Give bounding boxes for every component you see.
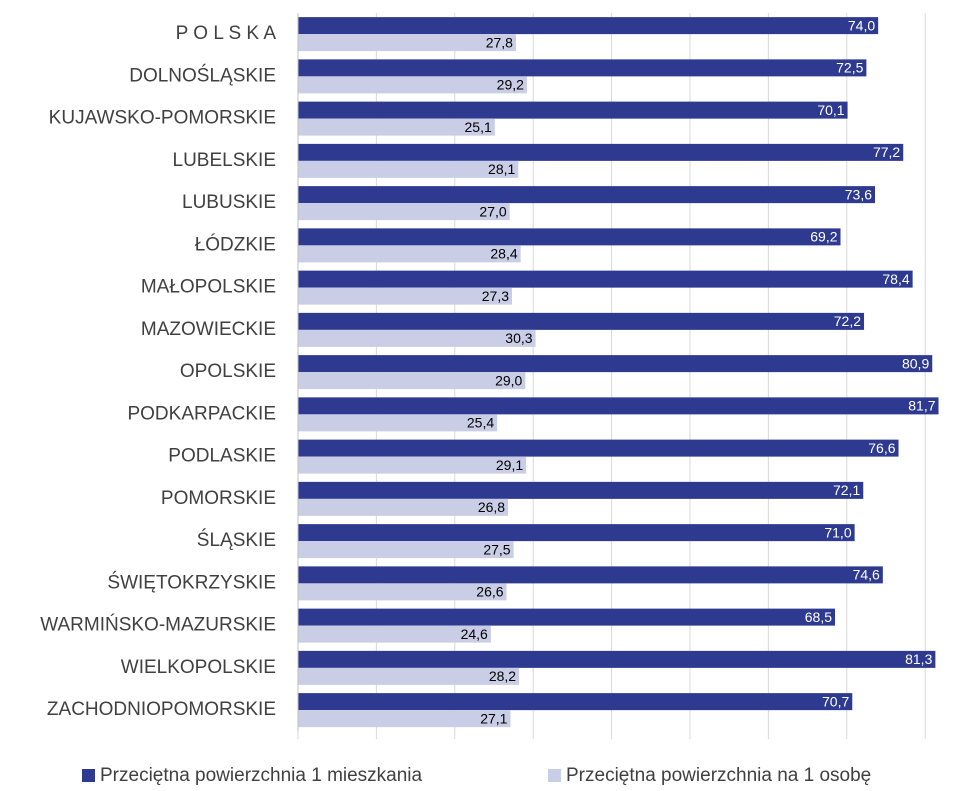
bar bbox=[298, 355, 933, 373]
value-label: 28,1 bbox=[488, 161, 515, 177]
value-label: 70,1 bbox=[817, 102, 844, 118]
value-label: 29,1 bbox=[496, 457, 523, 473]
value-label: 27,8 bbox=[486, 34, 513, 50]
value-label: 27,0 bbox=[479, 203, 506, 219]
value-label: 69,2 bbox=[810, 229, 837, 245]
bar bbox=[298, 118, 495, 136]
value-label: 25,4 bbox=[467, 415, 494, 431]
bar bbox=[298, 372, 526, 390]
bar bbox=[298, 456, 527, 474]
bar bbox=[298, 329, 536, 347]
bar bbox=[298, 143, 904, 161]
bar bbox=[298, 203, 510, 221]
value-label: 78,4 bbox=[882, 271, 909, 287]
bar bbox=[298, 541, 514, 559]
y-tick-label: LUBUSKIE bbox=[182, 192, 276, 213]
bar bbox=[298, 160, 519, 178]
y-tick-label: DOLNOŚLĄSKIE bbox=[129, 64, 276, 86]
legend-swatch bbox=[82, 769, 95, 782]
value-label: 72,5 bbox=[836, 60, 863, 76]
y-tick-label: P O L S K A bbox=[176, 23, 277, 44]
bar bbox=[298, 397, 939, 415]
bar bbox=[298, 566, 883, 584]
value-label: 80,9 bbox=[902, 355, 929, 371]
bar bbox=[298, 439, 899, 457]
value-label: 30,3 bbox=[505, 330, 532, 346]
value-label: 72,1 bbox=[833, 482, 860, 498]
bar bbox=[298, 34, 516, 52]
bar bbox=[298, 76, 527, 94]
bar bbox=[298, 414, 498, 432]
bar bbox=[298, 17, 879, 35]
y-tick-label: PODKARPACKIE bbox=[127, 403, 276, 424]
y-tick-label: PODLASKIE bbox=[168, 446, 276, 467]
bar bbox=[298, 583, 507, 601]
value-label: 28,4 bbox=[490, 246, 517, 262]
value-label: 27,1 bbox=[480, 710, 507, 726]
bar bbox=[298, 270, 913, 288]
bar bbox=[298, 710, 511, 728]
value-label: 81,3 bbox=[905, 651, 932, 667]
value-label: 29,0 bbox=[495, 372, 522, 388]
bar bbox=[298, 625, 491, 643]
bar bbox=[298, 287, 513, 305]
value-label: 70,7 bbox=[822, 693, 849, 709]
value-label: 72,2 bbox=[834, 313, 861, 329]
value-label: 26,6 bbox=[476, 584, 503, 600]
y-tick-label: ŚLĄSKIE bbox=[197, 529, 276, 551]
value-label: 81,7 bbox=[908, 398, 935, 414]
bar bbox=[298, 650, 936, 668]
value-label: 74,0 bbox=[848, 17, 875, 33]
bar bbox=[298, 498, 509, 516]
bar bbox=[298, 312, 865, 330]
bar bbox=[298, 667, 520, 685]
value-label: 29,2 bbox=[497, 77, 524, 93]
bar bbox=[298, 59, 867, 77]
y-tick-label: OPOLSKIE bbox=[180, 361, 276, 382]
y-tick-label: WARMIŃSKO-MAZURSKIE bbox=[40, 615, 276, 636]
y-tick-label: WIELKOPOLSKIE bbox=[121, 657, 276, 678]
bar bbox=[298, 693, 853, 711]
y-tick-label: POMORSKIE bbox=[161, 488, 276, 509]
bar bbox=[298, 608, 836, 626]
y-tick-label: ŁÓDZKIE bbox=[195, 233, 276, 255]
value-label: 28,2 bbox=[489, 668, 516, 684]
value-label: 27,3 bbox=[482, 288, 509, 304]
y-tick-label: ZACHODNIOPOMORSKIE bbox=[47, 699, 276, 720]
value-label: 25,1 bbox=[465, 119, 492, 135]
legend-label: Przeciętna powierzchnia 1 mieszkania bbox=[100, 765, 423, 786]
value-label: 68,5 bbox=[805, 609, 832, 625]
y-tick-label: MAŁOPOLSKIE bbox=[141, 277, 276, 298]
value-label: 73,6 bbox=[845, 186, 872, 202]
value-label: 74,6 bbox=[853, 567, 880, 583]
bar bbox=[298, 228, 841, 246]
value-label: 76,6 bbox=[868, 440, 895, 456]
value-label: 24,6 bbox=[461, 626, 488, 642]
bar bbox=[298, 245, 521, 263]
bar bbox=[298, 101, 848, 119]
value-label: 71,0 bbox=[824, 524, 851, 540]
value-label: 26,8 bbox=[478, 499, 505, 515]
value-label: 77,2 bbox=[873, 144, 900, 160]
value-label: 27,5 bbox=[483, 541, 510, 557]
legend-swatch bbox=[548, 769, 561, 782]
bar bbox=[298, 186, 876, 204]
bar bbox=[298, 481, 864, 499]
y-tick-label: LUBELSKIE bbox=[173, 150, 277, 171]
legend-label: Przeciętna powierzchnia na 1 osobę bbox=[566, 765, 871, 786]
y-tick-label: ŚWIĘTOKRZYSKIE bbox=[107, 571, 276, 593]
bar bbox=[298, 524, 855, 542]
y-tick-label: KUJAWSKO-POMORSKIE bbox=[49, 108, 276, 129]
y-tick-label: MAZOWIECKIE bbox=[141, 319, 276, 340]
